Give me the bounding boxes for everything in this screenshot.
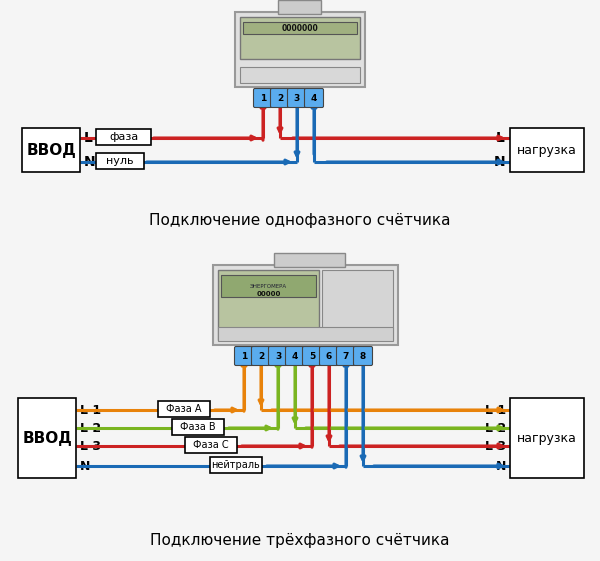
Text: 5: 5 [309, 352, 315, 361]
FancyBboxPatch shape [22, 128, 80, 172]
Text: 2: 2 [277, 94, 283, 103]
FancyBboxPatch shape [158, 401, 210, 417]
Text: L 3: L 3 [485, 439, 506, 453]
FancyBboxPatch shape [274, 253, 345, 267]
Text: L 1: L 1 [80, 403, 101, 416]
Text: 4: 4 [311, 94, 317, 103]
FancyBboxPatch shape [305, 89, 323, 108]
FancyBboxPatch shape [218, 327, 393, 341]
FancyBboxPatch shape [96, 129, 151, 145]
FancyBboxPatch shape [251, 347, 271, 366]
Text: 3: 3 [275, 352, 281, 361]
Text: ЭНЕРГОМЕРА: ЭНЕРГОМЕРА [250, 283, 287, 288]
Text: 0000000: 0000000 [281, 24, 319, 33]
Text: 2: 2 [258, 352, 264, 361]
Text: L: L [496, 131, 505, 145]
Text: Фаза А: Фаза А [166, 404, 202, 414]
FancyBboxPatch shape [320, 347, 338, 366]
Text: фаза: фаза [109, 132, 138, 142]
Text: Подключение однофазного счётчика: Подключение однофазного счётчика [149, 213, 451, 228]
Text: L: L [84, 131, 93, 145]
FancyBboxPatch shape [510, 128, 584, 172]
FancyBboxPatch shape [96, 153, 144, 169]
Text: N: N [80, 459, 91, 472]
FancyBboxPatch shape [235, 12, 365, 87]
Text: 8: 8 [360, 352, 366, 361]
FancyBboxPatch shape [510, 398, 584, 478]
Text: нагрузка: нагрузка [517, 431, 577, 444]
Text: нуль: нуль [106, 156, 134, 166]
FancyBboxPatch shape [185, 437, 237, 453]
Text: нейтраль: нейтраль [212, 460, 260, 470]
Text: L 2: L 2 [485, 421, 506, 435]
FancyBboxPatch shape [218, 270, 319, 340]
Text: 4: 4 [292, 352, 298, 361]
Text: 6: 6 [326, 352, 332, 361]
Text: N: N [493, 155, 505, 169]
FancyBboxPatch shape [210, 457, 262, 473]
Text: 00000: 00000 [256, 291, 281, 297]
FancyBboxPatch shape [271, 89, 290, 108]
FancyBboxPatch shape [240, 17, 360, 59]
FancyBboxPatch shape [221, 275, 316, 297]
FancyBboxPatch shape [302, 347, 322, 366]
FancyBboxPatch shape [353, 347, 373, 366]
Text: 7: 7 [343, 352, 349, 361]
Text: N: N [496, 459, 506, 472]
Text: L 2: L 2 [80, 421, 101, 435]
FancyBboxPatch shape [322, 270, 393, 340]
FancyBboxPatch shape [278, 0, 321, 14]
Text: ВВОД: ВВОД [26, 142, 76, 158]
Text: Фаза С: Фаза С [193, 440, 229, 450]
Text: нагрузка: нагрузка [517, 144, 577, 157]
FancyBboxPatch shape [240, 67, 360, 83]
Text: 1: 1 [260, 94, 266, 103]
Text: L 3: L 3 [80, 439, 101, 453]
Text: 1: 1 [241, 352, 247, 361]
Text: ВВОД: ВВОД [22, 430, 72, 445]
FancyBboxPatch shape [286, 347, 305, 366]
FancyBboxPatch shape [269, 347, 287, 366]
FancyBboxPatch shape [337, 347, 355, 366]
FancyBboxPatch shape [18, 398, 76, 478]
Text: N: N [84, 155, 95, 169]
Text: Подключение трёхфазного счётчика: Подключение трёхфазного счётчика [150, 532, 450, 548]
FancyBboxPatch shape [243, 22, 357, 34]
FancyBboxPatch shape [287, 89, 307, 108]
FancyBboxPatch shape [235, 347, 254, 366]
FancyBboxPatch shape [213, 265, 398, 345]
FancyBboxPatch shape [254, 89, 272, 108]
FancyBboxPatch shape [172, 419, 224, 435]
Text: 3: 3 [294, 94, 300, 103]
Text: L 1: L 1 [485, 403, 506, 416]
Text: Фаза B: Фаза B [180, 422, 216, 432]
